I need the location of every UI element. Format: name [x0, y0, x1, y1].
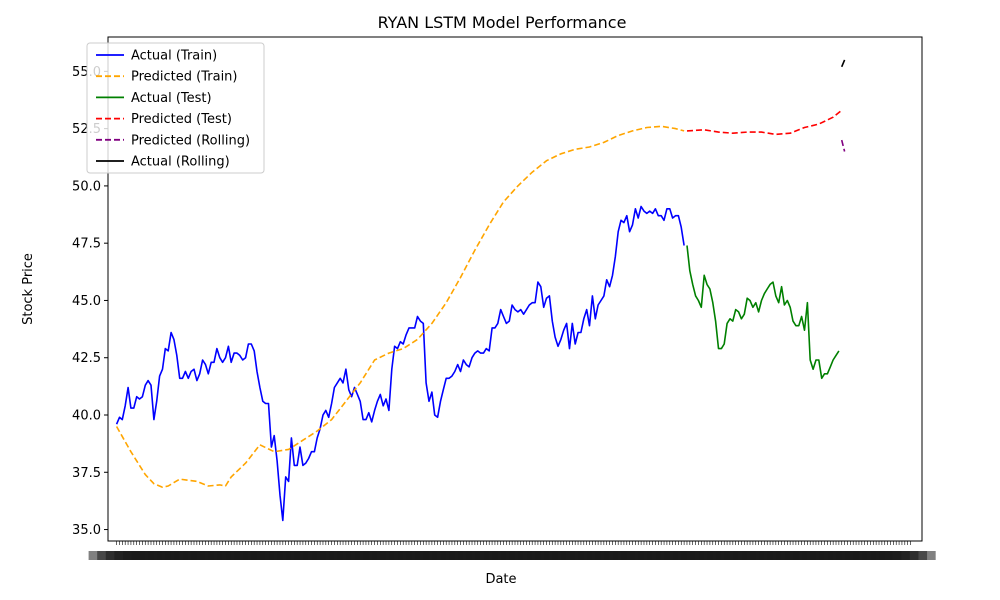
series-line-predicted-rolling: [840, 139, 846, 152]
y-tick-label: 37.5: [72, 466, 101, 481]
legend-box: [86, 42, 265, 174]
y-tick-label: 47.5: [72, 237, 101, 252]
series-line-predicted-test: [686, 109, 843, 136]
series-line-actual-test: [686, 245, 840, 380]
legend: Actual (Train) Predicted (Train) Actual (T…: [86, 42, 265, 174]
legend-label: Actual (Rolling): [131, 155, 230, 170]
legend-label: Actual (Train): [131, 49, 217, 64]
plot-area: [115, 59, 846, 522]
legend-label: Predicted (Test): [131, 112, 232, 127]
legend-label: Predicted (Train): [131, 70, 238, 85]
y-tick-label: 40.0: [72, 409, 101, 424]
plot-frame: [107, 36, 923, 542]
legend-label: Predicted (Rolling): [131, 133, 250, 148]
legend-label: Actual (Test): [131, 91, 212, 106]
x-axis-ticks: [88, 541, 936, 560]
y-tick-label: 45.0: [72, 294, 101, 309]
y-tick-label: 42.5: [72, 351, 101, 366]
x-tick-label-band: [88, 551, 936, 560]
y-tick-label: 35.0: [72, 523, 101, 538]
series-line-actual-rolling: [840, 59, 846, 68]
chart-title: RYAN LSTM Model Performance: [378, 13, 627, 32]
x-axis-label: Date: [485, 572, 516, 587]
series-line-predicted-train: [115, 125, 685, 489]
series-line-actual-train: [115, 205, 685, 522]
y-axis-label: Stock Price: [21, 253, 36, 325]
y-tick-label: 50.0: [72, 179, 101, 194]
